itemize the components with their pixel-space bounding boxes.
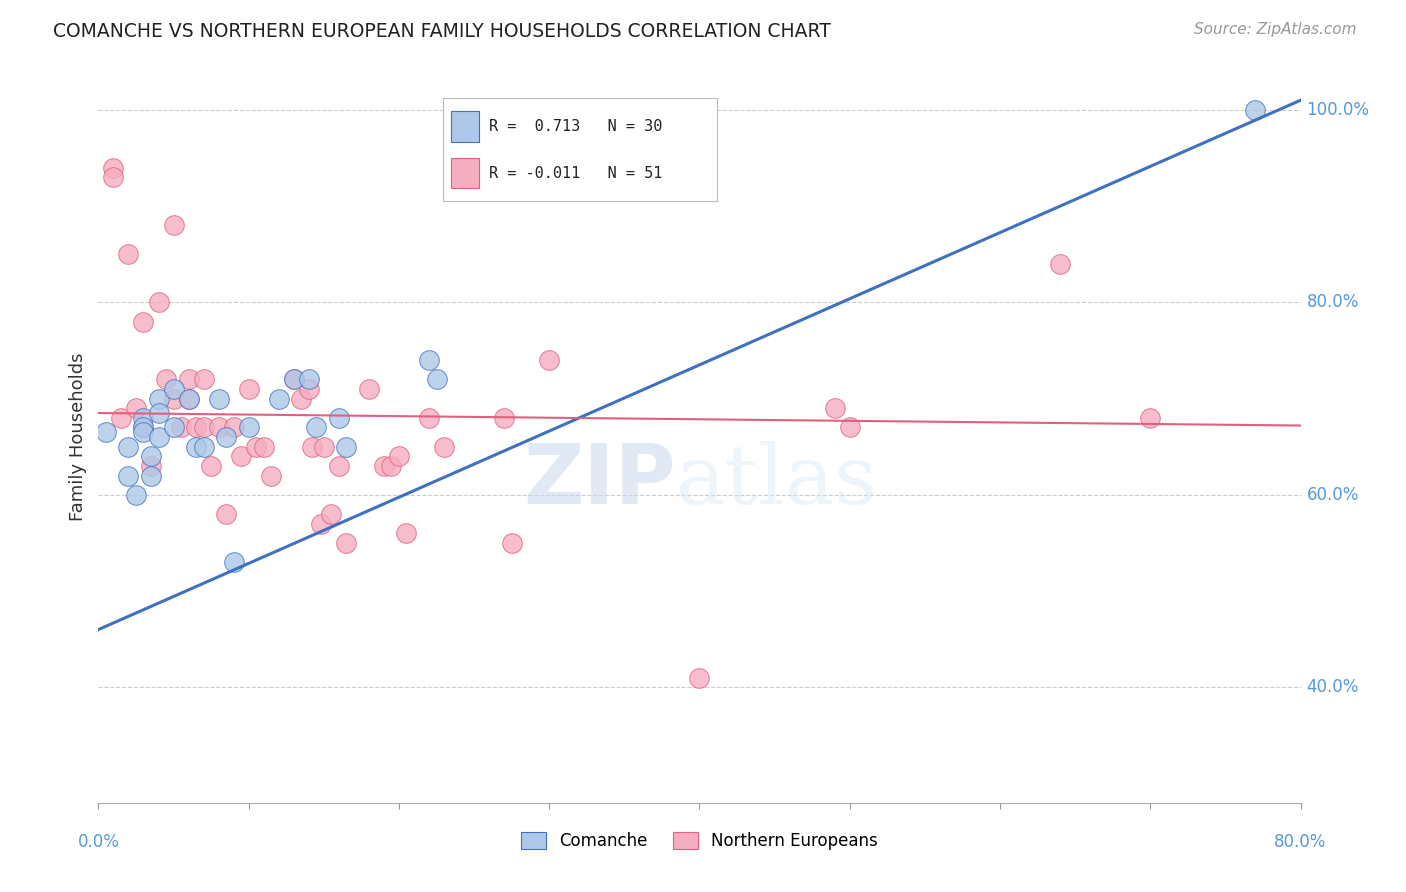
Text: 60.0%: 60.0% xyxy=(1306,486,1360,504)
Text: 100.0%: 100.0% xyxy=(1306,101,1369,119)
Point xyxy=(494,410,516,425)
Point xyxy=(193,420,215,434)
Point xyxy=(177,392,200,406)
Point xyxy=(418,410,440,425)
Point xyxy=(538,353,561,368)
Point xyxy=(298,382,321,396)
Point xyxy=(132,410,155,425)
Point xyxy=(110,410,132,425)
Point xyxy=(125,488,148,502)
Point xyxy=(328,410,350,425)
Point xyxy=(357,382,380,396)
Point xyxy=(117,440,139,454)
Point xyxy=(328,458,350,473)
Point xyxy=(238,382,260,396)
Point xyxy=(260,468,283,483)
Point xyxy=(222,420,245,434)
Point xyxy=(125,401,148,416)
Point xyxy=(193,440,215,454)
Text: R = -0.011   N = 51: R = -0.011 N = 51 xyxy=(489,166,662,180)
Point xyxy=(162,420,184,434)
Point xyxy=(162,219,184,233)
Point xyxy=(132,420,155,434)
Point xyxy=(290,392,312,406)
Point xyxy=(184,440,207,454)
Point xyxy=(1244,103,1267,117)
Point xyxy=(238,420,260,434)
Point xyxy=(162,382,184,396)
Point xyxy=(94,425,117,440)
Point xyxy=(245,440,267,454)
Text: 80.0%: 80.0% xyxy=(1306,293,1360,311)
Point xyxy=(388,450,411,464)
Text: COMANCHE VS NORTHERN EUROPEAN FAMILY HOUSEHOLDS CORRELATION CHART: COMANCHE VS NORTHERN EUROPEAN FAMILY HOU… xyxy=(53,22,831,41)
Point xyxy=(155,372,177,386)
Point xyxy=(283,372,305,386)
Point xyxy=(824,401,846,416)
Point xyxy=(321,507,343,521)
Point xyxy=(501,536,523,550)
Point xyxy=(309,516,332,531)
Point xyxy=(298,372,321,386)
Point xyxy=(222,555,245,569)
Point xyxy=(208,420,231,434)
Point xyxy=(184,420,207,434)
Point xyxy=(373,458,395,473)
Point xyxy=(103,170,125,185)
Point xyxy=(312,440,335,454)
Point xyxy=(335,440,357,454)
Point xyxy=(305,420,328,434)
Text: ZIP: ZIP xyxy=(523,441,675,522)
Point xyxy=(132,425,155,440)
Point xyxy=(193,372,215,386)
Y-axis label: Family Households: Family Households xyxy=(69,353,87,521)
Point xyxy=(335,536,357,550)
Text: R =  0.713   N = 30: R = 0.713 N = 30 xyxy=(489,120,662,135)
Point xyxy=(139,458,162,473)
Point xyxy=(1049,257,1071,271)
Point xyxy=(253,440,276,454)
Point xyxy=(215,507,238,521)
Point xyxy=(177,372,200,386)
Point xyxy=(838,420,860,434)
Point xyxy=(283,372,305,386)
Point xyxy=(117,468,139,483)
Point xyxy=(418,353,440,368)
Point xyxy=(148,392,170,406)
Bar xyxy=(451,112,478,142)
Point xyxy=(301,440,323,454)
Text: Source: ZipAtlas.com: Source: ZipAtlas.com xyxy=(1194,22,1357,37)
Point xyxy=(162,392,184,406)
Point xyxy=(215,430,238,444)
Legend: Comanche, Northern Europeans: Comanche, Northern Europeans xyxy=(515,825,884,856)
Point xyxy=(200,458,222,473)
Point xyxy=(433,440,456,454)
Bar xyxy=(451,158,478,188)
Point xyxy=(177,392,200,406)
Text: atlas: atlas xyxy=(675,441,877,521)
Text: 0.0%: 0.0% xyxy=(77,833,120,851)
Point xyxy=(267,392,290,406)
Point xyxy=(148,406,170,420)
Point xyxy=(132,315,155,329)
Point xyxy=(170,420,193,434)
Point xyxy=(117,247,139,261)
Point xyxy=(395,526,418,541)
Point xyxy=(148,430,170,444)
Point xyxy=(1139,410,1161,425)
Point xyxy=(139,468,162,483)
Point xyxy=(688,671,710,685)
Text: 40.0%: 40.0% xyxy=(1306,678,1360,697)
Point xyxy=(148,295,170,310)
Point xyxy=(380,458,402,473)
Point xyxy=(425,372,447,386)
Point xyxy=(103,161,125,175)
Point xyxy=(132,420,155,434)
Point xyxy=(139,450,162,464)
Point xyxy=(208,392,231,406)
Point xyxy=(231,450,253,464)
Text: 80.0%: 80.0% xyxy=(1274,833,1327,851)
